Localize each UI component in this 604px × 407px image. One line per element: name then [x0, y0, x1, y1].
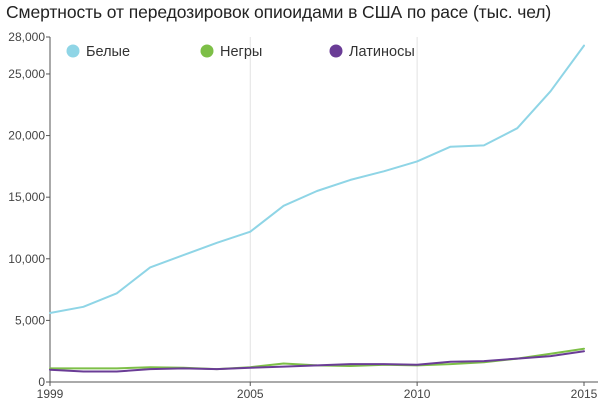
y-tick-label: 25,000: [8, 67, 45, 81]
axes: [46, 36, 598, 386]
series-line-1: [49, 44, 585, 314]
grid-lines: [249, 37, 418, 382]
legend: Белые Негры Латиносы: [66, 44, 415, 60]
legend-label-1: Белые: [86, 44, 130, 60]
y-tick-label: 10,000: [8, 252, 45, 266]
y-tick-label: 28,000: [8, 30, 45, 44]
y-tick-label: 0: [38, 375, 45, 389]
series-lines: [49, 44, 585, 373]
tick-labels: 0 5,000 10,000 15,000 20,000 25,000 28,000 1999…: [8, 30, 597, 401]
y-tick-label: 20,000: [8, 129, 45, 143]
legend-label-2: Негры: [220, 44, 262, 60]
x-tick-label: 2010: [404, 387, 431, 401]
x-tick-label: 2015: [571, 387, 598, 401]
legend-label-3: Латиносы: [349, 44, 415, 60]
series-line-3: [49, 350, 585, 373]
x-tick-label: 1999: [37, 387, 64, 401]
y-tick-label: 5,000: [15, 313, 45, 327]
x-tick-label: 2005: [237, 387, 264, 401]
legend-marker-1: [66, 44, 80, 58]
legend-marker-2: [200, 44, 214, 58]
chart-title: Смертность от передозировок опиоидами в …: [6, 2, 552, 22]
legend-marker-3: [329, 44, 343, 58]
y-tick-label: 15,000: [8, 190, 45, 204]
